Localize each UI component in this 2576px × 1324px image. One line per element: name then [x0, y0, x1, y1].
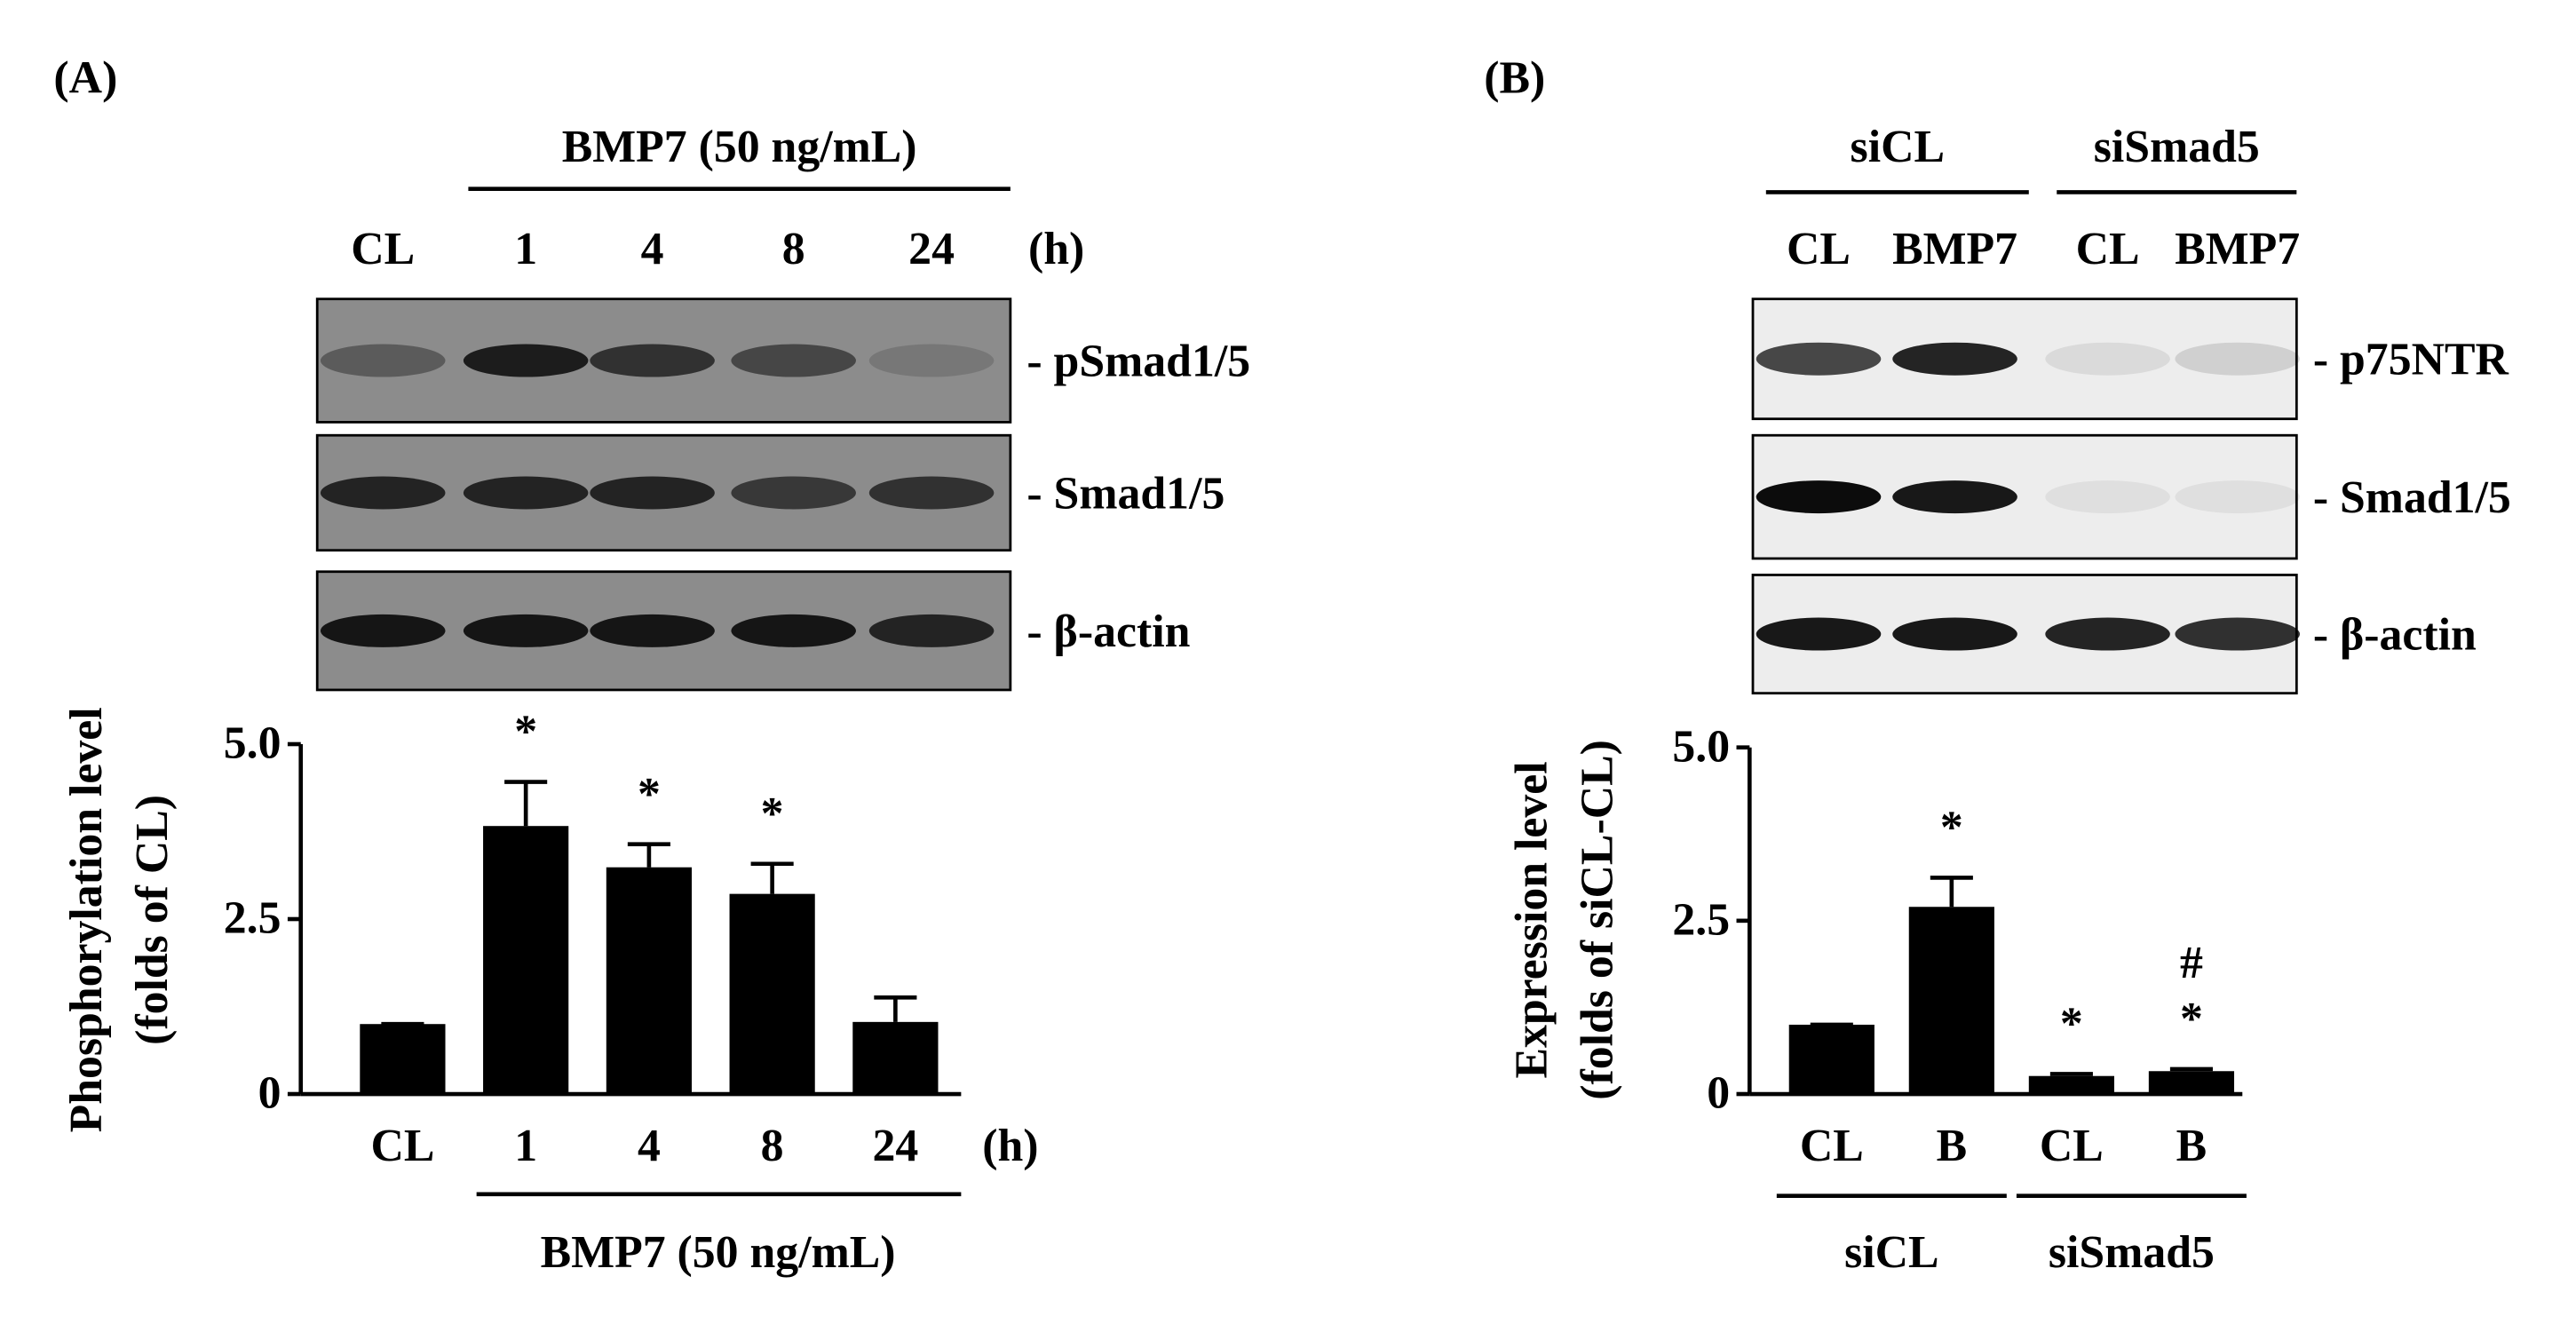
blot-band [1756, 480, 1882, 514]
blot-band [1892, 617, 2017, 651]
lane-label: 24 [908, 224, 955, 274]
blot-band [590, 476, 715, 510]
y-tick-label: 2.5 [1672, 894, 1730, 945]
y-tick-label: 5.0 [224, 718, 281, 769]
lane-label: 4 [641, 224, 664, 274]
blot-band [463, 344, 589, 377]
blot-band [868, 476, 995, 510]
panel-label: (A) [53, 52, 117, 103]
bar [1908, 907, 1994, 1095]
bar [852, 1021, 939, 1095]
group-label: siSmad5 [2094, 122, 2260, 172]
blot-band [868, 614, 995, 647]
error-bar [2049, 1072, 2093, 1076]
blot-band [320, 614, 446, 647]
blot-band [1892, 480, 2017, 514]
error-bar [627, 842, 670, 868]
x-tick-label: B [1937, 1121, 1968, 1171]
lane-label: CL [2076, 224, 2140, 274]
bar [1788, 1024, 1875, 1095]
blot-band [731, 476, 856, 510]
blot-row-label: - Smad1/5 [2313, 472, 2511, 523]
y-tick-label: 0 [1707, 1068, 1730, 1119]
bar [606, 867, 692, 1095]
blot-band [1892, 342, 2017, 376]
x-unit: (h) [982, 1121, 1038, 1171]
bar [729, 893, 815, 1095]
y-axis-label: Expression level [1507, 761, 1557, 1078]
bar [2148, 1071, 2235, 1095]
x-tick-label: CL [370, 1121, 434, 1171]
lane-label: 1 [514, 224, 537, 274]
blot-band [2045, 617, 2170, 651]
bar [2028, 1075, 2114, 1095]
y-tick-label: 5.0 [1672, 721, 1730, 772]
x-tick-label: 1 [514, 1121, 537, 1171]
lane-label: CL [1787, 224, 1851, 274]
unit-label: (h) [1028, 224, 1084, 274]
x-tick-label: 24 [872, 1121, 918, 1171]
x-tick-label: CL [1800, 1121, 1864, 1171]
bar [360, 1024, 446, 1095]
x-tick-label: 4 [638, 1121, 661, 1171]
group-label: BMP7 (50 ng/mL) [562, 122, 917, 172]
blot-band [2175, 342, 2301, 376]
error-bar [2169, 1066, 2213, 1072]
blot-band [2175, 480, 2301, 514]
lane-label: BMP7 [1892, 224, 2017, 274]
y-axis-label: (folds of CL) [127, 795, 178, 1045]
y-axis-label: Phosphorylation level [61, 707, 112, 1132]
blot-row-label: - Smad1/5 [1026, 468, 1225, 519]
blot-band [868, 344, 995, 377]
significance-mark: * [638, 769, 661, 820]
x-group-label: siCL [1844, 1227, 1938, 1278]
blot-band [463, 614, 589, 647]
x-tick-label: CL [2040, 1121, 2104, 1171]
significance-mark: * [2180, 994, 2203, 1044]
blot-band [731, 614, 856, 647]
lane-label: BMP7 [2175, 224, 2300, 274]
significance-mark: * [514, 707, 537, 757]
blot-band [590, 344, 715, 377]
blot-row-label: - p75NTR [2313, 335, 2509, 385]
error-bar [874, 995, 917, 1022]
error-bar [504, 780, 548, 827]
blot-band [2045, 342, 2170, 376]
blot-band [463, 476, 589, 510]
y-tick-label: 0 [258, 1068, 281, 1119]
y-tick-label: 2.5 [224, 893, 281, 944]
blot-band [1756, 342, 1882, 376]
x-group-label: BMP7 (50 ng/mL) [541, 1227, 896, 1278]
blot-band [2045, 480, 2170, 514]
x-tick-label: B [2176, 1121, 2207, 1171]
blot-row-label: - pSmad1/5 [1026, 336, 1250, 386]
lane-label: 8 [782, 224, 805, 274]
y-axis-label: (folds of siCL-CL) [1573, 740, 1623, 1100]
panel-label: (B) [1484, 52, 1545, 103]
blot-band [731, 344, 856, 377]
significance-mark: * [761, 789, 784, 839]
significance-mark: * [2060, 998, 2083, 1049]
blot-band [2175, 617, 2301, 651]
significance-mark: * [1940, 803, 1963, 853]
error-bar [750, 861, 794, 894]
significance-mark: # [2180, 938, 2203, 988]
x-group-label: siSmad5 [2049, 1227, 2215, 1278]
blot-band [1756, 617, 1882, 651]
group-label: siCL [1851, 122, 1945, 172]
blot-band [320, 344, 446, 377]
lane-label: CL [351, 224, 415, 274]
blot-row-label: - β-actin [2313, 609, 2477, 660]
error-bar [1930, 876, 1973, 908]
blot-band [590, 614, 715, 647]
x-tick-label: 8 [761, 1121, 784, 1171]
blot-band [320, 476, 446, 510]
bar [483, 826, 569, 1095]
blot-row-label: - β-actin [1026, 607, 1190, 657]
